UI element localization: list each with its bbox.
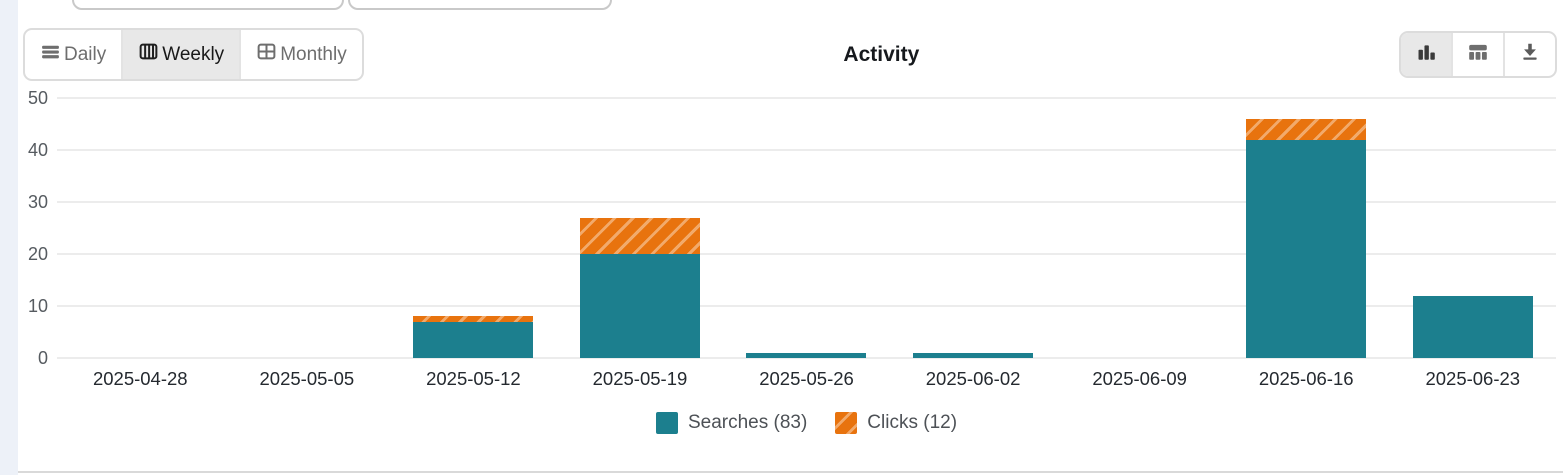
grid-icon — [256, 41, 277, 68]
gridline — [57, 149, 1556, 151]
legend-swatch-searches — [655, 412, 678, 434]
bar-segment-searches[interactable] — [413, 321, 534, 358]
y-axis-label: 30 — [27, 192, 48, 212]
bar-segment-searches[interactable] — [1246, 139, 1367, 358]
bar-segment-clicks[interactable] — [579, 217, 700, 254]
bar-segment-searches[interactable] — [579, 254, 700, 358]
bar-slot — [890, 98, 1057, 358]
chart-area: 0 10 20 30 40 50 — [0, 88, 1556, 368]
stacked-bar — [1412, 295, 1533, 358]
gridline — [57, 253, 1556, 255]
y-axis-label: 40 — [27, 140, 48, 160]
bar-slot — [1056, 98, 1223, 358]
download-button[interactable] — [1503, 33, 1555, 76]
bar-slot — [557, 98, 724, 358]
bar-segment-searches[interactable] — [913, 352, 1034, 358]
chart-title: Activity — [843, 42, 920, 66]
input-stub-right[interactable] — [348, 0, 612, 10]
x-axis-label: 2025-05-26 — [759, 368, 854, 389]
bar-slot — [390, 98, 557, 358]
columns-icon — [138, 41, 159, 68]
bar-slot — [723, 98, 890, 358]
gridline — [57, 97, 1556, 99]
bar-slot — [57, 98, 224, 358]
y-axis-label: 10 — [27, 296, 48, 316]
chart-toolbar: Daily Weekly Monthly Activity — [23, 28, 1557, 81]
stacked-bar — [413, 316, 534, 358]
legend-label: Clicks (12) — [867, 412, 958, 433]
period-button-monthly[interactable]: Monthly — [239, 30, 362, 79]
bar-segment-clicks[interactable] — [413, 316, 534, 322]
x-axis-label: 2025-06-23 — [1425, 368, 1521, 389]
period-button-label: Daily — [64, 43, 107, 65]
gridline — [57, 305, 1556, 307]
bar-chart-view-button[interactable] — [1401, 33, 1451, 76]
table-view-button[interactable] — [1451, 33, 1503, 76]
period-button-label: Monthly — [280, 43, 347, 65]
stacked-bar — [746, 352, 867, 358]
x-axis-label: 2025-05-19 — [592, 368, 688, 389]
download-icon — [1519, 41, 1541, 69]
bar-segment-clicks[interactable] — [1246, 118, 1367, 140]
plot-area — [57, 97, 1556, 359]
gridline — [57, 357, 1556, 359]
page-left-strip — [0, 0, 18, 475]
table-icon — [1467, 41, 1489, 69]
period-button-daily[interactable]: Daily — [25, 30, 121, 79]
x-axis-label: 2025-06-09 — [1092, 368, 1187, 389]
bar-segment-searches[interactable] — [746, 352, 867, 358]
bar-slot — [1223, 98, 1390, 358]
legend-swatch-clicks — [835, 412, 858, 434]
y-axis-label: 50 — [27, 88, 48, 108]
gridline — [57, 201, 1556, 203]
x-axis-label: 2025-05-12 — [426, 368, 521, 389]
stacked-bar — [913, 352, 1034, 358]
period-toggle-group: Daily Weekly Monthly — [23, 28, 364, 81]
chart-legend: Searches (83) Clicks (12) — [57, 412, 1556, 434]
bar-segment-searches[interactable] — [1412, 295, 1533, 358]
stacked-bar — [1246, 118, 1367, 358]
legend-label: Searches (83) — [687, 412, 808, 433]
bar-chart-icon — [1415, 41, 1437, 69]
x-axis-label: 2025-06-02 — [925, 368, 1021, 389]
input-stub-left[interactable] — [72, 0, 344, 10]
period-button-weekly[interactable]: Weekly — [121, 30, 240, 79]
section-divider — [18, 471, 1563, 473]
rows-icon — [40, 41, 61, 68]
stacked-bar — [579, 217, 700, 358]
y-axis-label: 0 — [37, 348, 48, 368]
bar-slot — [224, 98, 391, 358]
legend-item-clicks[interactable]: Clicks (12) — [835, 412, 957, 434]
period-button-label: Weekly — [162, 43, 225, 65]
legend-item-searches[interactable]: Searches (83) — [655, 412, 808, 434]
y-axis-label: 20 — [27, 244, 48, 264]
display-toggle-group — [1399, 31, 1557, 78]
x-axis: 2025-04-28 2025-05-05 2025-05-12 2025-05-19… — [57, 368, 1556, 390]
x-axis-label: 2025-04-28 — [92, 368, 188, 389]
x-axis-label: 2025-05-05 — [259, 368, 355, 389]
bar-slot — [1389, 98, 1556, 358]
x-axis-label: 2025-06-16 — [1258, 368, 1354, 389]
